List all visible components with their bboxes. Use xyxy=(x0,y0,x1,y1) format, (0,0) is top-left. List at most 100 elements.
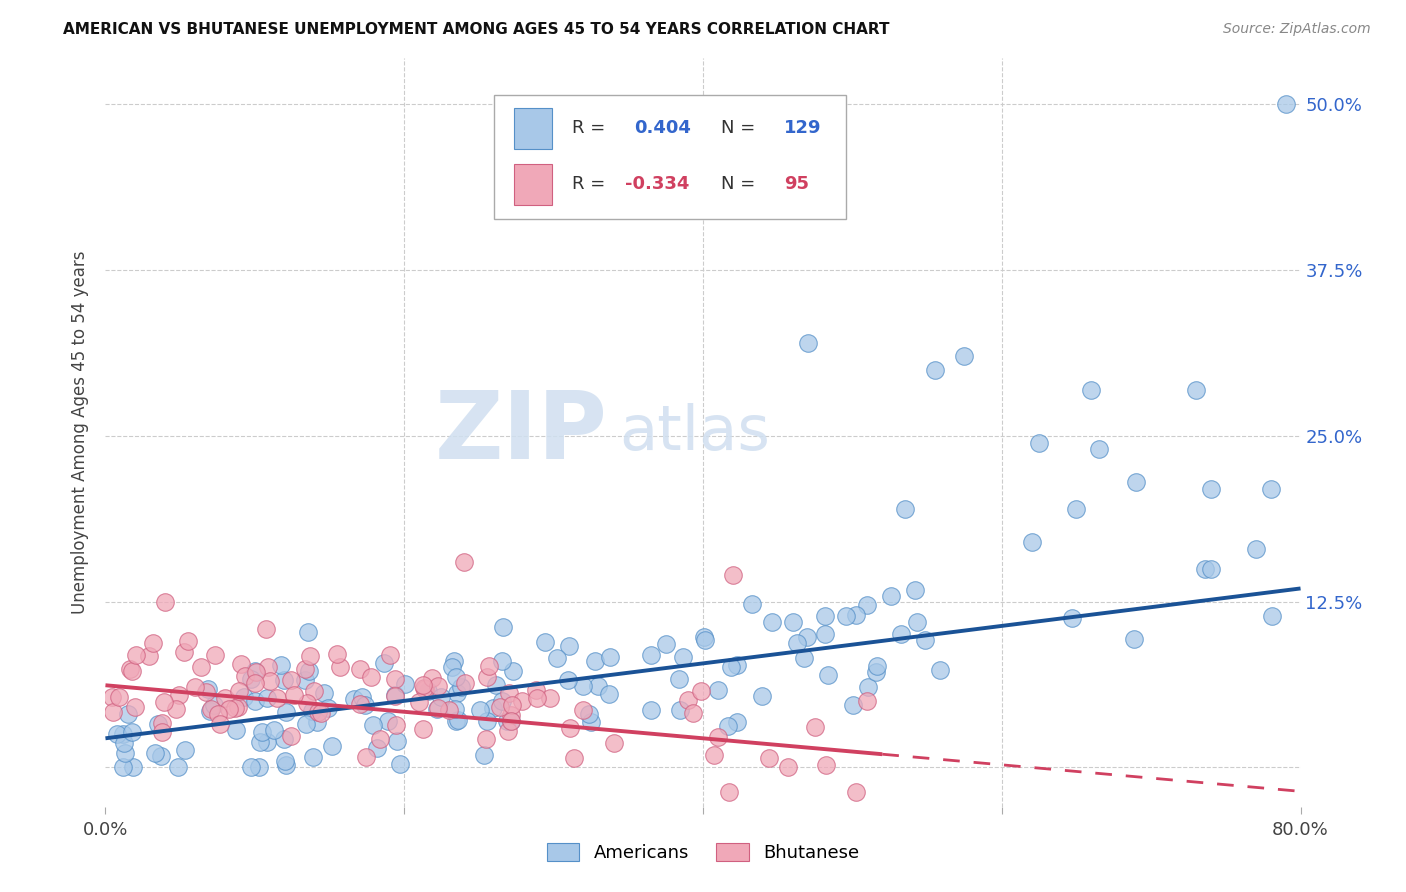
Point xyxy=(682,706,704,720)
Point xyxy=(672,650,695,665)
Point xyxy=(430,690,453,704)
Point xyxy=(447,714,470,728)
Point xyxy=(218,702,240,716)
Point xyxy=(953,350,976,364)
Point xyxy=(120,662,142,676)
Point xyxy=(856,598,879,612)
Point xyxy=(640,703,662,717)
Point xyxy=(150,716,173,731)
Point xyxy=(373,656,395,670)
Point xyxy=(690,684,713,698)
Point xyxy=(510,694,533,708)
Point xyxy=(693,631,716,645)
Point xyxy=(914,633,936,648)
Point xyxy=(385,734,408,748)
Point xyxy=(368,731,391,746)
Point xyxy=(412,677,434,691)
Point xyxy=(562,751,585,765)
Point xyxy=(420,671,443,685)
Point xyxy=(105,726,128,740)
Point xyxy=(280,729,302,743)
Point xyxy=(725,715,748,730)
Point xyxy=(782,615,804,629)
Text: ZIP: ZIP xyxy=(434,386,607,479)
Point xyxy=(243,676,266,690)
Point xyxy=(361,717,384,731)
Point xyxy=(207,706,229,721)
Point xyxy=(297,624,319,639)
Text: N =: N = xyxy=(721,119,755,137)
Point xyxy=(1199,561,1222,575)
Point xyxy=(174,742,197,756)
Point xyxy=(259,674,281,689)
Point xyxy=(758,750,780,764)
Point xyxy=(1199,482,1222,496)
Point xyxy=(583,654,606,668)
Point xyxy=(720,660,742,674)
Point xyxy=(165,702,187,716)
Point xyxy=(890,627,912,641)
Point xyxy=(1080,383,1102,397)
Point xyxy=(101,690,124,705)
Point xyxy=(1066,501,1088,516)
Point xyxy=(426,702,449,716)
Point xyxy=(124,700,146,714)
Point xyxy=(302,750,325,764)
Point xyxy=(256,734,278,748)
Point xyxy=(472,747,495,762)
Point xyxy=(499,714,522,728)
Point xyxy=(842,698,865,712)
Point xyxy=(384,672,406,686)
Point xyxy=(491,654,513,668)
Point xyxy=(309,706,332,721)
Point xyxy=(557,673,579,687)
Point xyxy=(249,734,271,748)
Point xyxy=(439,703,461,717)
Point xyxy=(706,731,728,745)
Point xyxy=(167,760,190,774)
Text: atlas: atlas xyxy=(619,402,770,463)
Point xyxy=(117,706,139,721)
Point xyxy=(143,746,166,760)
Point xyxy=(796,336,818,351)
Point xyxy=(114,746,136,760)
Bar xyxy=(515,163,553,205)
Point xyxy=(153,695,176,709)
Point xyxy=(796,631,818,645)
Point xyxy=(343,692,366,706)
Point xyxy=(440,660,463,674)
Point xyxy=(718,785,741,799)
Point xyxy=(1123,632,1146,646)
Point xyxy=(280,673,302,687)
Point xyxy=(360,670,382,684)
Point xyxy=(446,670,468,684)
Point xyxy=(146,717,169,731)
Point xyxy=(721,568,744,582)
Point xyxy=(1185,383,1208,397)
Point xyxy=(1060,611,1083,625)
Point xyxy=(167,689,190,703)
Point xyxy=(655,637,678,651)
Point xyxy=(904,582,927,597)
Point xyxy=(526,682,548,697)
Point xyxy=(349,662,371,676)
Point xyxy=(804,720,827,734)
Point xyxy=(557,639,579,653)
Point xyxy=(256,691,278,706)
Point xyxy=(214,691,236,706)
Point xyxy=(856,680,879,694)
Point xyxy=(155,595,177,609)
Point xyxy=(294,662,316,676)
Point xyxy=(250,725,273,739)
Point xyxy=(184,681,207,695)
Point xyxy=(546,651,568,665)
Point xyxy=(668,672,690,686)
Point xyxy=(232,690,254,704)
Point xyxy=(453,555,475,569)
Point xyxy=(283,689,305,703)
Point xyxy=(200,702,222,716)
Point xyxy=(443,654,465,668)
Point xyxy=(1125,475,1147,490)
Point xyxy=(413,681,436,695)
Point xyxy=(1244,541,1267,556)
